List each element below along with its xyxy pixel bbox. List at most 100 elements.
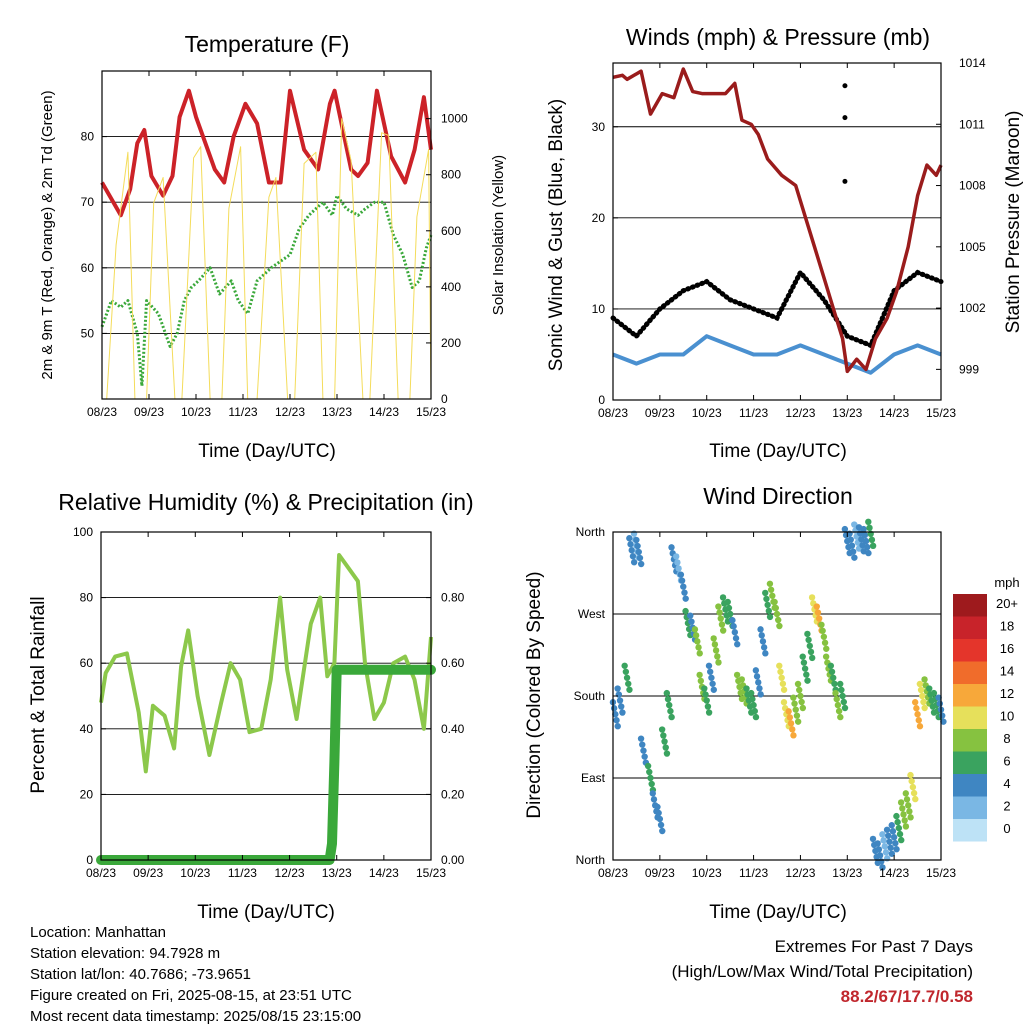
y-tick-label: 0 [86,853,93,867]
extremes-subtitle: (High/Low/Max Wind/Total Precipitation) [671,962,973,981]
right-tick-label: 1011 [959,117,985,131]
direction-point [800,659,808,666]
legend-swatch [953,774,987,797]
location-line: Location: Manhattan [30,924,166,941]
legend-label: 18 [1000,619,1014,634]
legend-swatch [953,616,987,639]
extremes-box: Extremes For Past 7 Days (High/Low/Max W… [672,934,973,1009]
direction-point [612,711,619,718]
direction-point [615,691,623,698]
direction-point [799,653,806,660]
direction-point [771,598,778,606]
direction-point [786,714,794,721]
direction-point [668,713,675,721]
x-tick-label: 10/23 [692,406,722,420]
station-info: Location: Manhattan Station elevation: 9… [30,922,361,1027]
direction-point [752,667,760,674]
direction-point [865,518,872,526]
direction-point [755,679,762,686]
direction-point [644,762,652,770]
x-tick-label: 15/23 [926,406,956,420]
x-tick-label: 13/23 [832,406,862,420]
direction-point [920,698,927,706]
x-tick-label: 09/23 [645,406,675,420]
direction-point [707,668,714,675]
direction-point [903,796,911,803]
direction-point [719,627,727,634]
direction-point [661,738,668,745]
temperature-title: Temperature (F) [185,31,350,57]
right-tick-label: 0.80 [441,591,465,605]
humidity-title: Relative Humidity (%) & Precipitation (i… [58,489,473,515]
x-tick-label: 12/23 [785,406,815,420]
direction-point [841,525,849,533]
y-tick-label: North [576,853,605,867]
y-tick-label: North [576,525,605,539]
direction-point [900,811,907,818]
right-tick-label: 999 [959,362,979,376]
direction-point [914,711,921,718]
direction-point [902,823,910,830]
direction-point [897,799,905,806]
direction-point [823,645,830,652]
direction-point [775,616,782,624]
direction-point [880,837,887,844]
direction-point [808,594,816,601]
direction-point [818,621,825,628]
direction-point [849,548,857,555]
temperature-panel: Temperature (F) 08/23 09/23 10/23 11/23 12/2… [39,31,507,462]
right-tick-label: 400 [441,280,461,294]
right-tick-label: 1008 [959,179,986,193]
legend-label: 6 [1003,754,1010,769]
humidity-x-ticks: 08/23 09/23 10/23 11/23 12/23 13/23 14/23 15/23 [86,532,446,880]
direction-point [621,662,628,669]
direction-point [794,718,802,725]
y-tick-label: 30 [592,120,606,134]
direction-ylabel: Direction (Colored By Speed) [524,571,545,818]
winds-ylabel: Sonic Wind & Gust (Blue, Black) [546,99,567,371]
humidity-y-ticks: 0 20 40 60 80 100 [73,525,106,867]
direction-point [696,650,703,657]
direction-point [697,677,705,685]
direction-point [725,604,733,612]
direction-point [911,699,919,706]
recent-line: Most recent data timestamp: 2025/08/15 2… [30,1008,362,1025]
direction-y-ticks: North East South West North [574,525,618,867]
winds-series [610,67,944,375]
direction-point [886,838,893,845]
x-tick-label: 10/23 [181,405,211,419]
direction-point [732,635,740,642]
y-tick-label: 100 [73,525,93,539]
y-tick-label: 40 [80,722,94,736]
humidity-gridlines [101,597,431,795]
direction-point [762,589,769,597]
direction-point [915,717,922,724]
legend-swatch [953,661,987,684]
direction-point [717,615,724,622]
x-tick-label: 15/23 [416,405,446,419]
direction-point [674,559,681,566]
right-tick-label: 1002 [959,301,986,315]
direction-point [866,524,873,532]
direction-point [805,636,812,644]
humidity-right-ticks: 0.00 0.20 0.40 0.60 0.80 [426,591,465,867]
temperature-right-ticks: 0 200 400 600 800 1000 [426,112,468,406]
direction-point [626,686,633,693]
legend-swatch [953,706,987,729]
direction-point [756,685,763,692]
right-tick-label: 0.60 [441,656,465,670]
direction-point [688,618,695,625]
legend-swatch [953,639,987,662]
legend-swatch [953,796,987,819]
legend-label: 10 [1000,709,1014,724]
green-series-line [100,194,433,388]
x-tick-label: 14/23 [369,866,399,880]
y-tick-label: East [581,771,606,785]
direction-point [907,771,914,779]
direction-point [619,709,626,716]
direction-panel: Wind Direction 08/23 09/23 10/23 11/23 12/23… [524,483,1020,923]
direction-point [647,774,654,782]
winds-right-ticks: 999 1002 1005 1008 1011 1014 [936,56,986,376]
direction-point [675,565,682,572]
legend-label: 12 [1000,686,1014,701]
